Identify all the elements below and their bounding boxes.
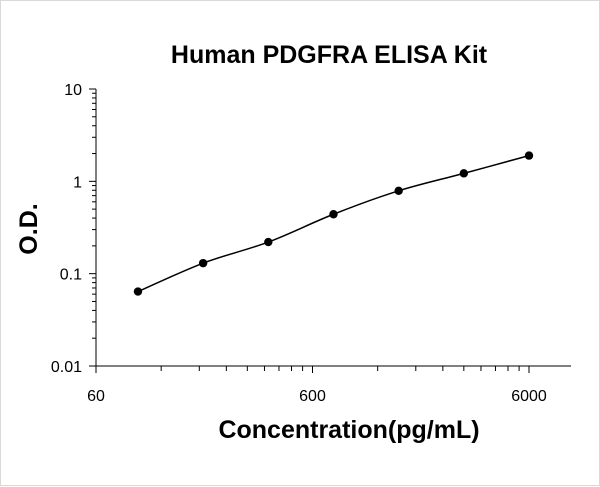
y-axis-label: O.D. xyxy=(15,203,43,254)
y-tick-label: 0.1 xyxy=(60,267,82,284)
y-tick-label: 10 xyxy=(64,82,82,99)
x-tick-labels: 60 600 6000 xyxy=(87,388,547,405)
data-point xyxy=(459,169,469,178)
data-point xyxy=(524,151,534,160)
x-tick-label: 60 xyxy=(87,388,105,405)
data-point xyxy=(198,258,208,268)
data-point xyxy=(264,237,273,247)
y-tick-label: 1 xyxy=(73,174,82,191)
y-tick-labels: 10 1 0.1 0.01 xyxy=(51,82,82,376)
data-point xyxy=(329,210,338,219)
axes xyxy=(89,88,571,373)
x-tick-label: 6000 xyxy=(511,388,547,405)
x-tick-label: 600 xyxy=(299,388,326,405)
chart-title: Human PDGFRA ELISA Kit xyxy=(171,41,488,69)
data-point xyxy=(394,186,403,195)
fit-line xyxy=(137,154,530,293)
y-tick-label: 0.01 xyxy=(51,359,82,376)
x-axis-label: Concentration(pg/mL) xyxy=(218,416,479,444)
data-points xyxy=(133,151,534,296)
data-point xyxy=(133,287,143,296)
